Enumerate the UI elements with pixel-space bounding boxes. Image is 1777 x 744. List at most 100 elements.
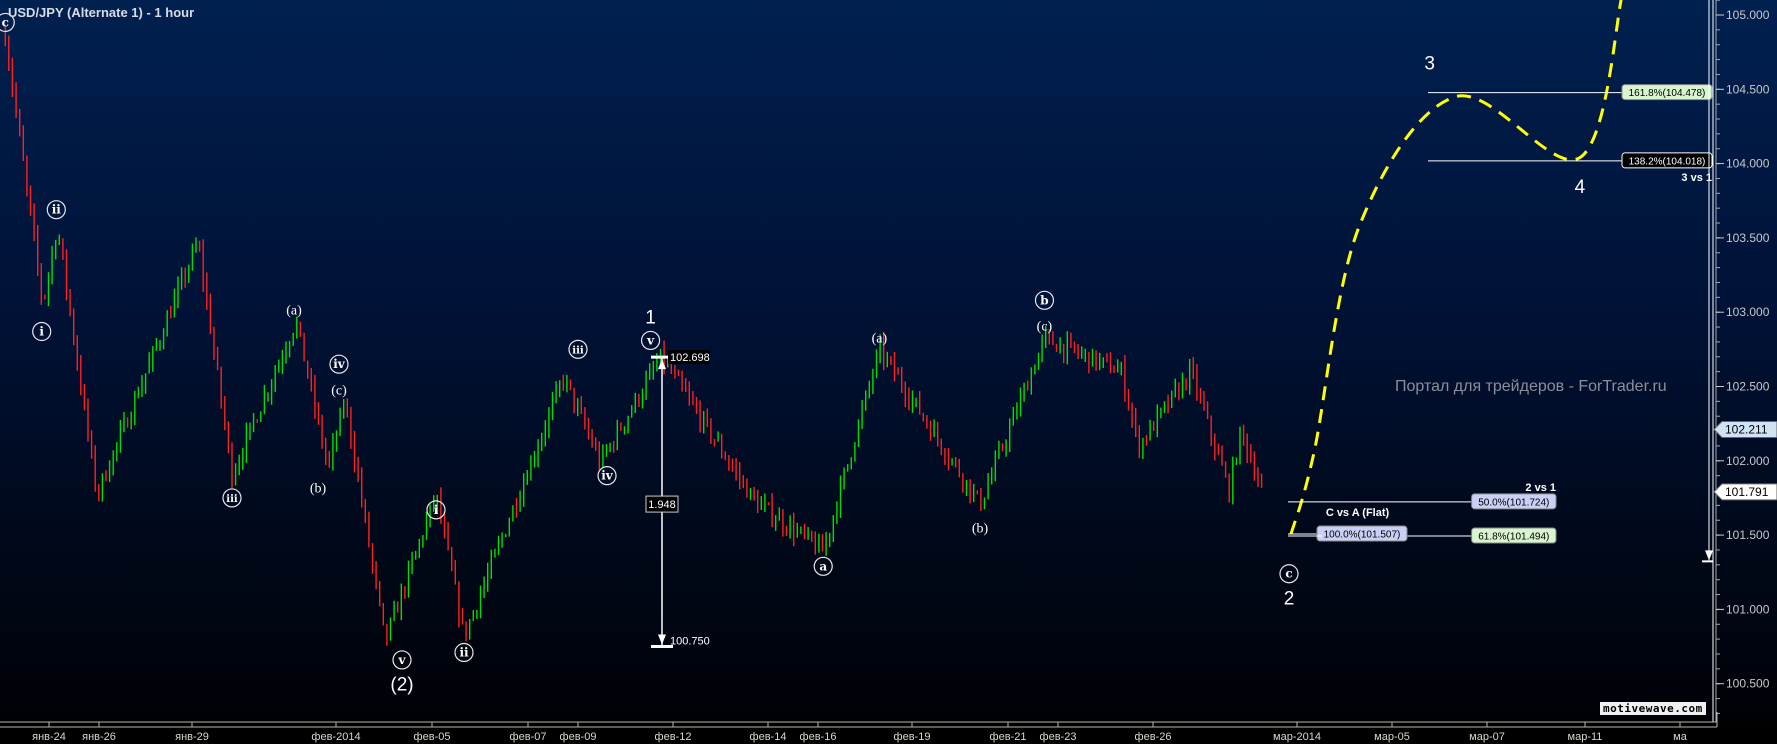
time-axis[interactable]: янв-24 янв-26 янв-29 фев-2014 фев-05 фев-07 фе… (0, 712, 1777, 744)
price-marker: 102.211 (1713, 420, 1777, 438)
fib-level-label: 138.2%(104.018) (1629, 156, 1706, 167)
time-tick-label: мар-2014 (1273, 731, 1321, 743)
wave-label-text: i (39, 325, 44, 339)
fib-level-box (1621, 152, 1713, 169)
fib-group[interactable]: 100.0%(101.507) C vs A (Flat) (1288, 507, 1408, 542)
fib-group-title: 2 vs 1 (1525, 482, 1556, 494)
wave-label[interactable]: 4 (1575, 177, 1586, 198)
wave-label-text: 2 (1284, 589, 1295, 610)
wave-label[interactable]: c (1279, 564, 1299, 584)
wave-label-text: (b) (310, 482, 327, 497)
fib-group[interactable]: 161.8%(104.478) 138.2%(104.018) 3 vs 1 (1428, 84, 1713, 184)
time-tick-label: янв-24 (32, 731, 66, 743)
time-tick-label: фев-14 (750, 731, 787, 743)
wave-label-text: 4 (1575, 177, 1586, 198)
wave-label[interactable]: (a) (872, 331, 888, 346)
measure-top: 102.698 (670, 352, 710, 364)
wave-label[interactable]: ii (454, 642, 474, 663)
fib-level-box (1316, 525, 1408, 542)
time-tick-label: фев-2014 (311, 731, 360, 743)
time-tick-label: фев-07 (510, 731, 547, 743)
price-marker-label: 102.211 (1725, 422, 1768, 436)
wave-label[interactable]: (b) (972, 522, 989, 537)
fib-group[interactable]: 50.0%(101.724) 61.8%(101.494) 2 vs 1 (1288, 482, 1557, 544)
wave-label-text: iii (226, 494, 238, 505)
wave-label[interactable]: 2 (1284, 589, 1295, 610)
time-tick-label: фев-26 (1135, 731, 1172, 743)
wave-label-text: a (819, 559, 827, 573)
wave-label-text: (a) (872, 331, 888, 346)
motivewave-logo: motivewave.com (1600, 702, 1706, 715)
wave-label-text: 1 (645, 308, 656, 329)
wave-label-text: iv (333, 357, 346, 371)
wave-label-text: i (434, 503, 439, 517)
wave-label-text: ii (52, 203, 62, 217)
wave-label[interactable]: v (640, 330, 661, 351)
price-tick-label: 102.000 (1726, 454, 1770, 468)
wave-label[interactable]: iv (597, 466, 617, 486)
fib-level-label: 61.8%(101.494) (1478, 531, 1549, 542)
price-tick-label: 104.000 (1726, 157, 1770, 171)
time-tick-label: фев-09 (560, 731, 597, 743)
wave-label[interactable]: iii (568, 339, 588, 359)
arrow-down-icon (1705, 550, 1713, 561)
wave-label[interactable]: c (0, 12, 15, 33)
price-axis[interactable]: 100.500 101.000 101.500 102.000 102.500 103.0… (1702, 0, 1777, 722)
fib-level-label: 50.0%(101.724) (1478, 497, 1549, 508)
wave-label-text: v (646, 333, 655, 347)
wave-label-text: c (1285, 567, 1292, 581)
time-tick-label: янв-26 (82, 731, 116, 743)
price-tick-label: 103.000 (1726, 305, 1770, 319)
fib-group-title: 3 vs 1 (1681, 172, 1712, 184)
wave-label[interactable]: i (426, 500, 446, 520)
fib-level-box (1621, 84, 1713, 101)
fib-level-label: 100.0%(101.507) (1324, 530, 1401, 541)
wave-label[interactable]: iii (222, 488, 242, 508)
wave-label-text: iii (572, 345, 584, 356)
time-tick-label: ма (1673, 731, 1688, 743)
wave-label-text: 3 (1424, 54, 1435, 75)
wave-label[interactable]: a (813, 556, 833, 576)
measure-tool[interactable]: 1.948 102.698 100.750 (645, 350, 710, 649)
measure-diff: 1.948 (648, 499, 676, 511)
wave-label[interactable]: (c) (1037, 320, 1053, 335)
price-tick-label: 101.500 (1726, 528, 1770, 542)
wave-label[interactable]: iv (329, 354, 349, 374)
time-tick-label: фев-19 (894, 731, 931, 743)
wave-label-text: (b) (972, 522, 989, 537)
wave-label[interactable]: ii (46, 200, 66, 220)
time-tick-label: мар-07 (1469, 731, 1505, 743)
time-tick-label: фев-05 (414, 731, 451, 743)
wave-label-text: iv (601, 469, 614, 483)
price-marker-label: 101.791 (1725, 485, 1769, 499)
wave-label[interactable]: (a) (286, 303, 302, 318)
price-tick-label: 104.500 (1726, 82, 1770, 96)
time-tick-label: янв-29 (175, 731, 209, 743)
time-tick-label: фев-12 (655, 731, 692, 743)
wave-label[interactable]: i (32, 321, 52, 342)
wave-label[interactable]: 3 (1424, 54, 1435, 75)
wave-label[interactable]: v (392, 650, 412, 670)
time-tick-label: мар-05 (1374, 731, 1410, 743)
wave-label-text: (2) (390, 675, 413, 696)
price-tick-label: 101.000 (1726, 602, 1770, 616)
wave-label-text: (c) (331, 384, 347, 399)
price-tick-label: 102.500 (1726, 380, 1770, 394)
time-tick-label: фев-21 (990, 731, 1027, 743)
wave-label[interactable]: (2) (390, 675, 413, 696)
projection-curve (1289, 0, 1623, 535)
wave-label-text: b (1040, 293, 1048, 307)
chart-title: USD/JPY (Alternate 1) - 1 hour (8, 5, 195, 20)
price-tick-label: 100.500 (1726, 677, 1770, 691)
fib-level-box (1471, 493, 1557, 510)
wave-label[interactable]: (b) (310, 482, 327, 497)
price-bars (4, 24, 1263, 646)
wave-label[interactable]: b (1034, 290, 1055, 310)
wave-label[interactable]: (c) (331, 384, 347, 399)
wave-label[interactable]: 1 (645, 308, 656, 329)
fib-group-title: C vs A (Flat) (1326, 507, 1390, 519)
price-tick-label: 103.500 (1726, 231, 1770, 245)
wave-label-text: c (2, 15, 9, 29)
